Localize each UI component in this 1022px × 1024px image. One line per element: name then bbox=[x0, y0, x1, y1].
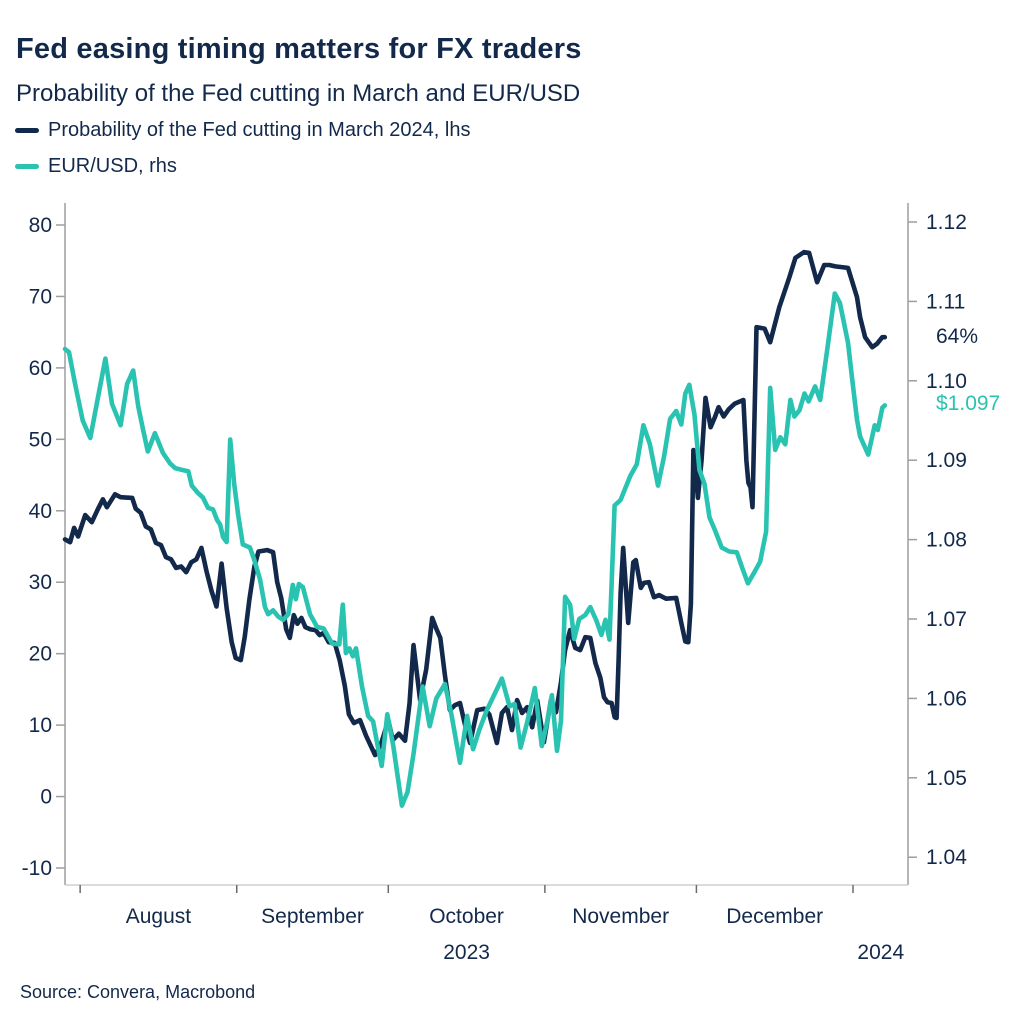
right-axis-tick-label: 1.10 bbox=[926, 370, 967, 393]
series-line-probability bbox=[62, 249, 888, 758]
right-axis-tick-label: 1.08 bbox=[926, 529, 967, 552]
right-axis-tick-label: 1.06 bbox=[926, 687, 967, 710]
annotation-eurusd-last-value: $1.097 bbox=[932, 391, 1005, 417]
left-axis-tick-label: -10 bbox=[22, 857, 52, 880]
x-axis-month-label: October bbox=[429, 905, 504, 928]
chart-subtitle: Probability of the Fed cutting in March … bbox=[16, 79, 581, 107]
legend-swatch-probability bbox=[15, 128, 39, 133]
x-axis-year-label: 2024 bbox=[857, 941, 904, 964]
left-axis-tick-label: 70 bbox=[29, 285, 52, 308]
left-axis-tick-label: 10 bbox=[29, 714, 52, 737]
right-axis-tick-label: 1.04 bbox=[926, 846, 967, 869]
legend-item-probability: Probability of the Fed cutting in March … bbox=[15, 119, 470, 142]
x-axis-month-label: September bbox=[261, 905, 364, 928]
left-axis-tick-label: 0 bbox=[40, 786, 52, 809]
x-axis-year-label: 2023 bbox=[443, 941, 490, 964]
right-axis-tick-label: 1.05 bbox=[926, 767, 967, 790]
legend-item-eurusd: EUR/USD, rhs bbox=[15, 155, 470, 178]
left-axis-tick-label: 60 bbox=[29, 357, 52, 380]
left-axis-tick-label: 50 bbox=[29, 428, 52, 451]
x-axis-month-label: December bbox=[726, 905, 823, 928]
page-title: Fed easing timing matters for FX traders bbox=[16, 33, 582, 66]
left-axis-tick-label: 80 bbox=[29, 214, 52, 237]
right-axis-tick-label: 1.12 bbox=[926, 211, 967, 234]
series-line-eurusd bbox=[62, 291, 888, 808]
left-axis-tick-label: 20 bbox=[29, 643, 52, 666]
annotation-probability-last-value: 64% bbox=[932, 324, 983, 350]
right-axis-tick-label: 1.09 bbox=[926, 449, 967, 472]
left-axis-tick-label: 40 bbox=[29, 500, 52, 523]
x-axis-month-label: August bbox=[126, 905, 192, 928]
legend-label-eurusd: EUR/USD, rhs bbox=[48, 155, 177, 177]
source-note: Source: Convera, Macrobond bbox=[20, 982, 256, 1002]
legend: Probability of the Fed cutting in March … bbox=[15, 119, 470, 178]
right-axis-tick-label: 1.07 bbox=[926, 608, 967, 631]
left-axis-tick-label: 30 bbox=[29, 571, 52, 594]
legend-label-probability: Probability of the Fed cutting in March … bbox=[48, 119, 471, 141]
legend-swatch-eurusd bbox=[15, 164, 39, 169]
right-axis-tick-label: 1.11 bbox=[926, 290, 965, 313]
x-axis-month-label: November bbox=[572, 905, 669, 928]
